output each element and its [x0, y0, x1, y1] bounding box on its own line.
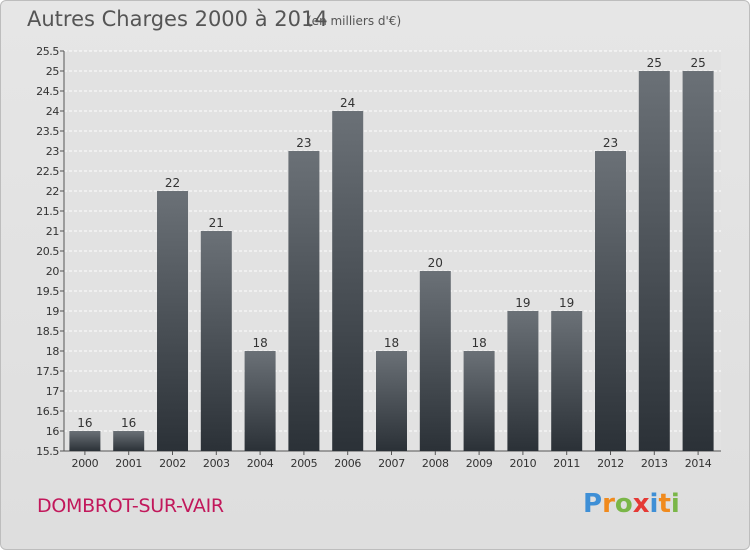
x-tick-label-2001: 2001: [115, 457, 142, 470]
data-label-2002: 22: [165, 176, 180, 190]
data-label-2011: 19: [559, 296, 574, 310]
y-tick-label: 22: [46, 185, 59, 198]
x-tick-label-2012: 2012: [597, 457, 624, 470]
bar-2004: [244, 351, 276, 451]
y-tick-label: 21.5: [36, 205, 59, 218]
y-tick-label: 25: [46, 65, 60, 78]
bars: [69, 71, 714, 451]
y-tick-label: 15.5: [36, 445, 59, 458]
x-tick-label-2005: 2005: [291, 457, 318, 470]
logo-letter: i: [649, 489, 659, 519]
bar-2003: [200, 231, 232, 451]
bar-2005: [288, 151, 320, 451]
bar-2010: [507, 311, 539, 451]
bar-2007: [376, 351, 407, 451]
data-label-2007: 18: [384, 336, 399, 350]
y-tick-label: 16.5: [36, 405, 59, 418]
x-tick-label-2009: 2009: [466, 457, 493, 470]
data-label-2009: 18: [471, 336, 486, 350]
data-label-2000: 16: [77, 416, 92, 430]
data-label-2006: 24: [340, 96, 355, 110]
y-tick-label: 20: [46, 265, 60, 278]
bar-2006: [332, 111, 364, 451]
bar-2000: [69, 431, 101, 451]
bar-2002: [157, 191, 188, 451]
y-tick-label: 17: [46, 385, 60, 398]
y-tick-label: 18.5: [36, 325, 59, 338]
x-tick-label-2002: 2002: [159, 457, 186, 470]
y-tick-label: 23.5: [36, 125, 59, 138]
x-tick-label-2000: 2000: [72, 457, 99, 470]
x-tick-label-2003: 2003: [203, 457, 230, 470]
logo-letter: P: [583, 489, 603, 519]
data-label-2003: 21: [209, 216, 224, 230]
bar-2013: [638, 71, 670, 451]
x-tick-label-2014: 2014: [685, 457, 712, 470]
y-tick-label: 24: [46, 105, 60, 118]
x-tick-label-2004: 2004: [247, 457, 274, 470]
logo-letter: x: [632, 489, 650, 519]
data-label-2001: 16: [121, 416, 136, 430]
chart-title: Autres Charges 2000 à 2014: [27, 7, 328, 31]
y-tick-label: 20.5: [36, 245, 59, 258]
x-tick-label-2006: 2006: [334, 457, 361, 470]
data-label-2010: 19: [515, 296, 530, 310]
y-tick-label: 19: [46, 305, 60, 318]
y-tick-label: 22.5: [36, 165, 59, 178]
data-label-2005: 23: [296, 136, 311, 150]
bar-2001: [113, 431, 145, 451]
bar-2011: [551, 311, 583, 451]
y-tick-label: 17.5: [36, 365, 59, 378]
labels: 15.5 16 16.5 17 17.5 18 18.5 19 19.5 20 20.5 21 21.5…: [36, 45, 712, 470]
y-tick-label: 23: [46, 145, 60, 158]
y-tick-label: 19.5: [36, 285, 59, 298]
bar-2008: [419, 271, 451, 451]
chart-subtitle: (en milliers d'€): [307, 14, 402, 28]
x-tick-label-2011: 2011: [553, 457, 580, 470]
bar-2014: [682, 71, 714, 451]
y-tick-label: 16: [46, 425, 60, 438]
x-tick-label-2008: 2008: [422, 457, 449, 470]
data-label-2004: 18: [252, 336, 267, 350]
data-label-2014: 25: [690, 56, 705, 70]
data-label-2008: 20: [428, 256, 443, 270]
proxiti-logo: Proxiti: [583, 489, 680, 519]
x-tick-label-2007: 2007: [378, 457, 405, 470]
y-tick-label: 25.5: [36, 45, 59, 58]
place-name: DOMBROT-SUR-VAIR: [37, 495, 224, 517]
logo-letter: r: [602, 489, 615, 519]
x-tick-label-2010: 2010: [510, 457, 537, 470]
x-tick-label-2013: 2013: [641, 457, 668, 470]
y-tick-label: 24.5: [36, 85, 59, 98]
data-label-2012: 23: [603, 136, 618, 150]
data-label-2013: 25: [647, 56, 662, 70]
logo-letter: o: [614, 489, 633, 519]
y-tick-label: 21: [46, 225, 59, 238]
y-tick-label: 18: [46, 345, 60, 358]
logo-letter: t: [658, 489, 671, 519]
bar-2009: [463, 351, 495, 451]
logo-letter: i: [670, 489, 680, 519]
bar-2012: [595, 151, 626, 451]
